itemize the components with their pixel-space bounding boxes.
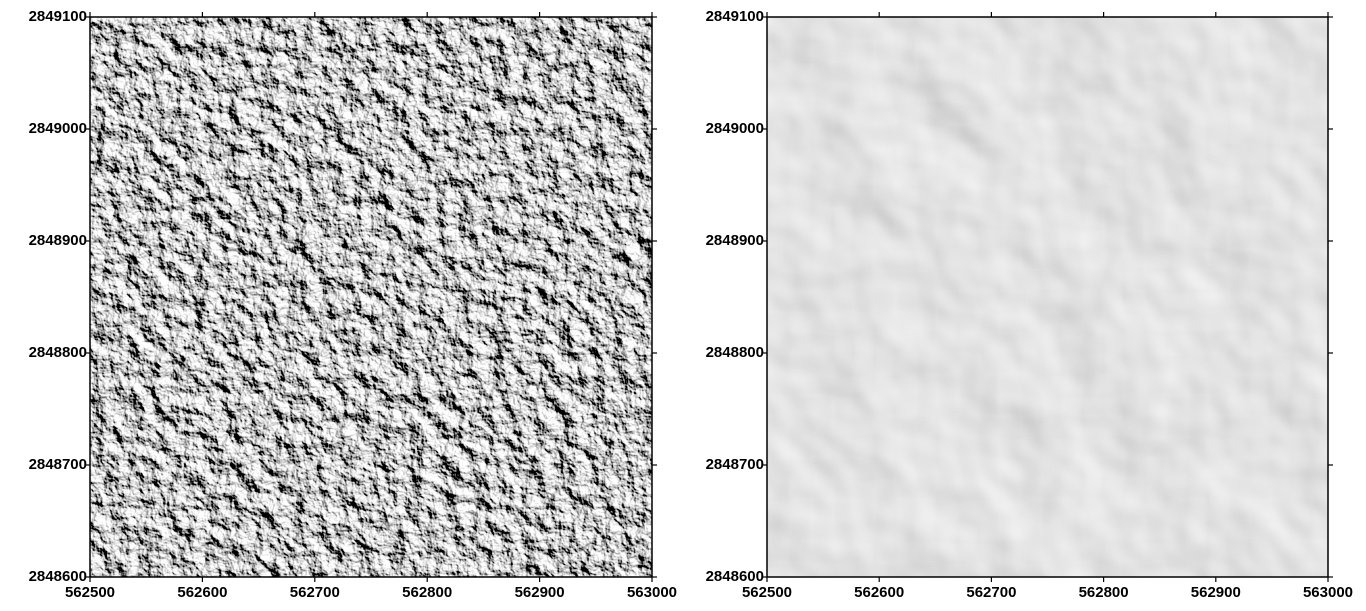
y-tick-label: 2848900 — [29, 232, 87, 249]
y-tick-label: 2849000 — [29, 120, 87, 137]
y-tick-label: 2848700 — [29, 456, 87, 473]
y-tick-label: 2849000 — [706, 120, 764, 137]
x-tick-label: 562600 — [177, 584, 227, 601]
y-tick-label: 2848600 — [29, 568, 87, 585]
figure: 562500 562600 562700 562800 562900 563000 2848… — [0, 0, 1366, 606]
y-tick-label: 2849100 — [29, 8, 87, 25]
hillshade-image — [90, 17, 652, 577]
y-tick-label: 2848800 — [706, 344, 764, 361]
page: {"chart_data": [ {"type": "hillshade", "… — [0, 0, 1366, 606]
x-tick-label: 562900 — [515, 584, 565, 601]
x-tick-label: 562700 — [290, 584, 340, 601]
y-tick-label: 2849100 — [706, 8, 764, 25]
x-tick-label: 562600 — [854, 584, 904, 601]
hillshade-image — [767, 17, 1328, 577]
x-tick-label: 562900 — [1191, 584, 1241, 601]
y-tick-label: 2848600 — [706, 568, 764, 585]
x-tick-label: 562500 — [65, 584, 115, 601]
x-tick-label: 563000 — [627, 584, 677, 601]
y-tick-label: 2848700 — [706, 456, 764, 473]
y-tick-label: 2848900 — [706, 232, 764, 249]
x-tick-label: 562800 — [1079, 584, 1129, 601]
y-tick-label: 2848800 — [29, 344, 87, 361]
x-tick-label: 562800 — [402, 584, 452, 601]
x-tick-label: 563000 — [1303, 584, 1353, 601]
x-tick-label: 562700 — [966, 584, 1016, 601]
x-tick-label: 562500 — [742, 584, 792, 601]
